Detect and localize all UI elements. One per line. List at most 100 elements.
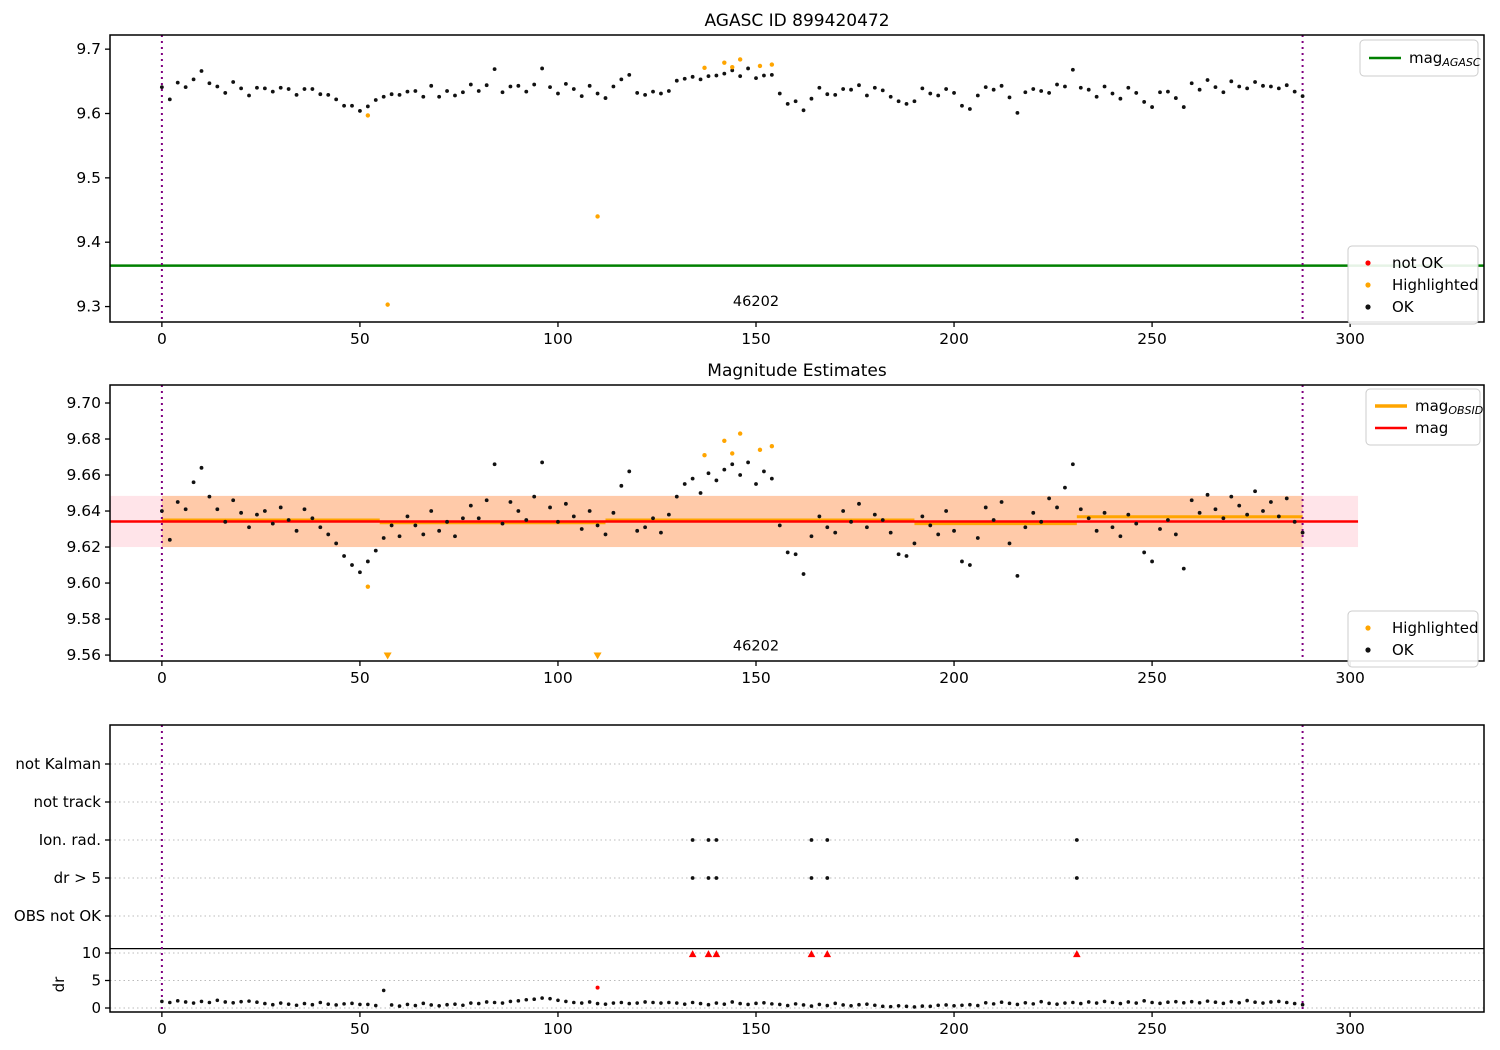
- ok-point: [730, 462, 735, 467]
- highlighted-points: [365, 57, 775, 307]
- ok-point: [1237, 503, 1242, 508]
- dr-ok-point: [1150, 1000, 1154, 1005]
- legend-item-label: Highlighted: [1392, 619, 1478, 637]
- flag-point: [706, 838, 711, 842]
- ok-point: [793, 552, 798, 557]
- ok-point: [1078, 507, 1083, 512]
- ok-point: [777, 523, 782, 528]
- dr-ok-point: [1277, 999, 1281, 1004]
- ok-point: [904, 554, 909, 558]
- highlighted-point: [595, 214, 600, 219]
- dr-ok-point: [263, 1001, 267, 1006]
- ok-point: [690, 74, 695, 79]
- ok-point: [706, 471, 711, 476]
- highlighted-point: [385, 302, 390, 307]
- flag-point: [714, 876, 719, 880]
- ok-point: [302, 507, 307, 512]
- ok-point: [698, 77, 703, 82]
- ok-point: [857, 501, 861, 506]
- ok-point: [1292, 89, 1297, 94]
- dr-ok-point: [556, 998, 560, 1003]
- dr-ok-point: [817, 1002, 822, 1007]
- ok-point: [318, 525, 323, 530]
- dr-ok-point: [1039, 999, 1043, 1004]
- dr-ok-point: [1102, 999, 1107, 1004]
- ok-point: [603, 96, 608, 100]
- dr-ok-point: [762, 1000, 766, 1005]
- dr-ok-point: [231, 1000, 235, 1005]
- ok-point: [421, 94, 426, 99]
- ok-point: [191, 77, 196, 82]
- ok-point: [1229, 494, 1234, 499]
- x-tick-label: 200: [939, 669, 969, 687]
- ok-point: [207, 494, 212, 499]
- dr-ok-point: [991, 1002, 996, 1006]
- ok-point: [611, 84, 616, 89]
- ok-point: [1181, 566, 1186, 571]
- ok-point: [350, 103, 354, 108]
- dr-ok-point: [278, 1001, 283, 1005]
- dr-ok-point: [849, 1004, 853, 1008]
- axes-spines: [109, 384, 1485, 662]
- ok-point: [706, 74, 711, 79]
- ok-point: [437, 528, 442, 533]
- category-label: not track: [33, 793, 101, 811]
- dr-ok-point: [1142, 999, 1146, 1003]
- ok-point: [492, 462, 497, 467]
- ok-point: [1158, 527, 1162, 531]
- ok-point: [278, 85, 283, 90]
- flag-points-2: [690, 838, 1079, 842]
- dr-ok-point: [1031, 1002, 1036, 1006]
- ok-point: [571, 87, 576, 91]
- dr-clipped-high-marker: [1073, 950, 1081, 958]
- dr-ok-point: [896, 1004, 901, 1008]
- ok-point: [1063, 485, 1067, 490]
- ok-point: [397, 534, 402, 539]
- dr-ok-point: [564, 999, 568, 1004]
- ok-point: [484, 498, 489, 503]
- y-tick-label: 9.60: [66, 574, 101, 592]
- y-tick-label: 9.66: [66, 466, 101, 484]
- dr-ok-point: [207, 1000, 212, 1005]
- ok-point: [746, 66, 750, 71]
- dr-ok-point: [492, 1000, 497, 1005]
- ok-point: [326, 92, 331, 97]
- dr-tick-label: 0: [91, 999, 101, 1017]
- legend-dot-sample: [1365, 282, 1371, 288]
- x-tick-label: 100: [543, 1020, 573, 1038]
- ok-point: [769, 72, 774, 77]
- dr-ok-point: [873, 1003, 877, 1008]
- ok-point: [738, 74, 743, 79]
- ok-point: [1261, 83, 1265, 88]
- dr-ok-point: [1047, 1001, 1051, 1006]
- dr-ok-point: [651, 1000, 655, 1005]
- dr-ok-point: [770, 1002, 774, 1006]
- ok-point: [659, 530, 663, 535]
- dr-ok-point: [358, 1002, 362, 1007]
- flag-point: [825, 838, 830, 842]
- ok-point: [666, 512, 671, 517]
- ok-point: [1102, 510, 1107, 515]
- dr-ok-point: [801, 1003, 806, 1007]
- ok-point: [1189, 498, 1194, 503]
- ok-point: [342, 554, 346, 558]
- ok-point: [1213, 507, 1218, 512]
- ok-point: [809, 96, 814, 101]
- x-tick-label: 300: [1335, 669, 1365, 687]
- ok-point: [967, 563, 972, 567]
- dr-ok-point: [746, 1002, 750, 1007]
- x-tick-label: 200: [939, 1020, 969, 1038]
- ok-point: [754, 482, 758, 486]
- ok-point: [1039, 89, 1044, 93]
- ok-point: [453, 534, 457, 539]
- dr-ok-point: [619, 1000, 624, 1005]
- legend-dot-sample: [1365, 260, 1371, 266]
- ok-point: [302, 87, 307, 91]
- x-tick-label: 200: [939, 330, 969, 348]
- dr-ok-point: [976, 1003, 980, 1008]
- ok-point: [1007, 95, 1012, 100]
- ok-point: [429, 83, 434, 88]
- flag-point: [706, 876, 711, 880]
- ok-point: [215, 507, 220, 512]
- dr-ok-point: [1205, 999, 1210, 1003]
